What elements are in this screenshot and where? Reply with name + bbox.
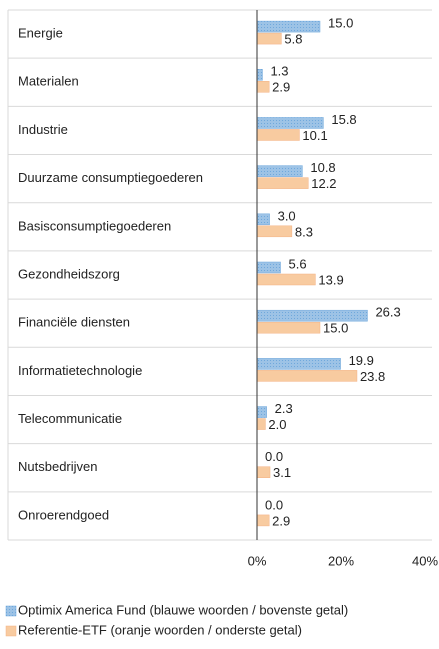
value-label: 15.0 xyxy=(328,16,353,31)
bar xyxy=(256,358,341,370)
category-label: Materialen xyxy=(18,74,79,89)
bar xyxy=(256,273,316,286)
value-label: 2.0 xyxy=(268,417,286,432)
value-label: 26.3 xyxy=(375,305,400,320)
legend-swatch xyxy=(5,605,17,617)
category-label: Energie xyxy=(18,26,63,41)
category-label: Duurzame consumptiegoederen xyxy=(18,170,203,185)
category-label: Basisconsumptiegoederen xyxy=(18,218,171,233)
value-label: 13.9 xyxy=(318,272,343,287)
x-tick-label: 40% xyxy=(412,553,438,568)
value-label: 3.1 xyxy=(273,465,291,480)
category-label: Industrie xyxy=(18,122,68,137)
value-label: 5.8 xyxy=(284,32,302,47)
value-label: 1.3 xyxy=(270,64,288,79)
bar xyxy=(256,406,267,418)
bar xyxy=(256,261,281,274)
bar xyxy=(256,370,358,382)
bar xyxy=(256,177,309,189)
value-label: 3.0 xyxy=(278,208,296,223)
bar xyxy=(256,321,321,334)
value-label: 0.0 xyxy=(265,449,283,464)
bar xyxy=(256,165,303,177)
bar xyxy=(256,129,300,141)
value-label: 10.1 xyxy=(302,128,327,143)
bar xyxy=(256,225,293,238)
value-label: 2.9 xyxy=(272,80,290,95)
bar xyxy=(256,32,282,45)
value-label: 8.3 xyxy=(295,224,313,239)
bar xyxy=(256,514,270,527)
value-label: 15.0 xyxy=(323,321,348,336)
category-label: Telecommunicatie xyxy=(18,411,122,426)
bar xyxy=(256,213,270,226)
category-label: Financiële diensten xyxy=(18,315,130,330)
legend-swatch xyxy=(5,625,17,637)
bar xyxy=(256,117,324,129)
bar xyxy=(256,309,368,322)
legend-label: Referentie-ETF (oranje woorden / onderst… xyxy=(18,622,302,637)
x-tick-label: 20% xyxy=(328,553,354,568)
bar xyxy=(256,69,263,81)
value-label: 5.6 xyxy=(289,256,307,271)
bar xyxy=(256,466,271,478)
category-label: Informatietechnologie xyxy=(18,363,142,378)
category-label: Onroerendgoed xyxy=(18,507,109,522)
category-label: Gezondheidszorg xyxy=(18,266,120,281)
category-label: Nutsbedrijven xyxy=(18,459,98,474)
value-label: 19.9 xyxy=(349,353,374,368)
value-label: 15.8 xyxy=(331,112,356,127)
legend-label: Optimix America Fund (blauwe woorden / b… xyxy=(18,602,348,617)
value-label: 0.0 xyxy=(265,497,283,512)
value-label: 10.8 xyxy=(310,160,335,175)
x-tick-label: 0% xyxy=(248,553,267,568)
value-label: 12.2 xyxy=(311,176,336,191)
value-label: 2.9 xyxy=(272,513,290,528)
value-label: 23.8 xyxy=(360,369,385,384)
bar xyxy=(256,20,321,33)
value-label: 2.3 xyxy=(275,401,293,416)
bar xyxy=(256,81,270,93)
bar xyxy=(256,418,266,430)
